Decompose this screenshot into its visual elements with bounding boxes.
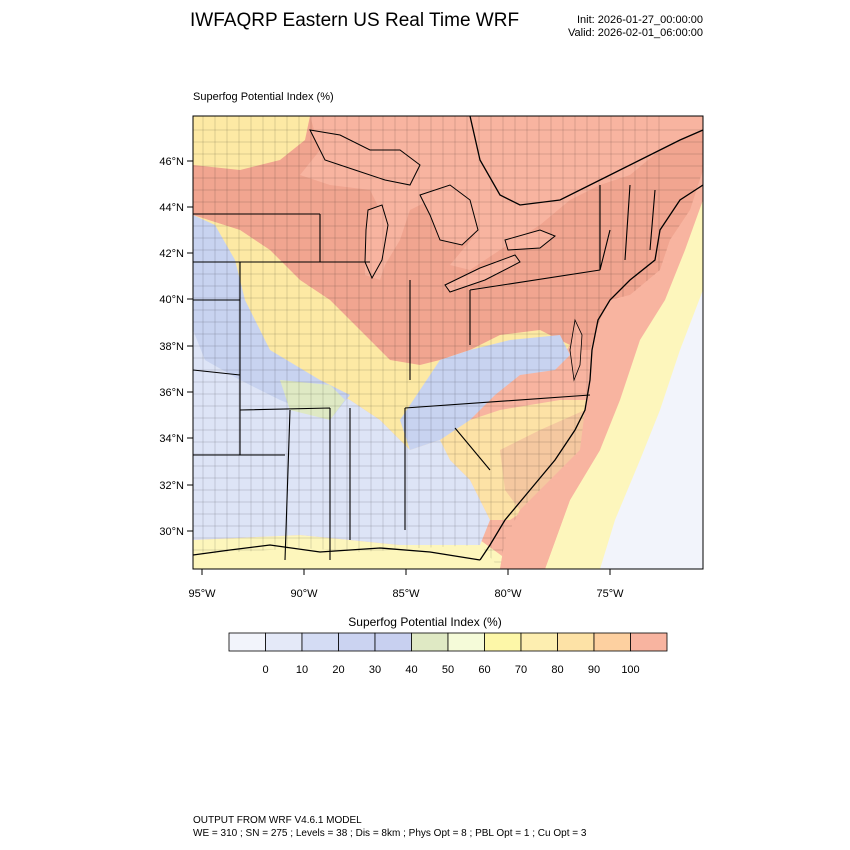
lake-ontario <box>504 229 556 251</box>
lon-label: 90°W <box>290 588 318 600</box>
appalachian-low <box>400 335 570 450</box>
colorbar-swatch <box>411 632 449 652</box>
colorbar-tick-label: 80 <box>551 664 563 676</box>
lat-label: 32°N <box>159 480 184 492</box>
map-field-label: Superfog Potential Index (%) <box>193 91 334 103</box>
valid-time: Valid: 2026-02-01_06:00:00 <box>568 27 703 39</box>
ohio-valley-green <box>280 380 345 420</box>
canada-high <box>470 116 703 215</box>
colorbar-swatch <box>557 632 595 652</box>
colorbar-tick-label: 90 <box>588 664 600 676</box>
colorbar-tick-label: 40 <box>405 664 417 676</box>
lat-label: 44°N <box>159 202 184 214</box>
west-blue-band <box>193 215 350 420</box>
county-grid <box>193 116 703 569</box>
colorbar-tick-label: 10 <box>296 664 308 676</box>
map-panel <box>193 116 703 569</box>
lon-label: 95°W <box>188 588 216 600</box>
lon-axis: 95°W 90°W 85°W 80°W 75°W <box>188 569 624 600</box>
colorbar-tick-label: 100 <box>621 664 639 676</box>
colorbar-swatch <box>447 632 485 652</box>
colorbar: 0 10 20 30 40 50 60 70 80 90 100 <box>228 632 668 676</box>
colorbar-tick-label: 70 <box>515 664 527 676</box>
lon-label: 85°W <box>392 588 420 600</box>
lat-label: 38°N <box>159 341 184 353</box>
colorbar-swatch <box>630 632 668 652</box>
carolina-high <box>500 410 585 510</box>
lat-label: 40°N <box>159 294 184 306</box>
lat-label: 46°N <box>159 156 184 168</box>
colorbar-tick-label: 60 <box>478 664 490 676</box>
colorbar-swatch <box>484 632 522 652</box>
colorbar-swatch <box>374 632 412 652</box>
atlantic-low-band <box>600 290 703 569</box>
colorbar-tick-label: 50 <box>442 664 454 676</box>
main-title: IWFAQRP Eastern US Real Time WRF <box>190 10 520 31</box>
coastlines <box>193 116 703 561</box>
map-frame <box>192 115 704 570</box>
chesapeake-bay <box>569 318 583 382</box>
init-time: Init: 2026-01-27_00:00:00 <box>577 14 703 26</box>
colorbar-swatch <box>593 632 631 652</box>
lake-huron <box>419 184 479 246</box>
footer-model: OUTPUT FROM WRF V4.6.1 MODEL <box>193 815 362 826</box>
lat-label: 36°N <box>159 387 184 399</box>
lake-superior <box>309 129 421 186</box>
colorbar-swatch <box>338 632 376 652</box>
colorbar-title: Superfog Potential Index (%) <box>348 615 502 629</box>
lat-label: 34°N <box>159 433 184 445</box>
lon-label: 75°W <box>596 588 624 600</box>
colorbar-swatch <box>265 632 303 652</box>
colorbar-tick-label: 20 <box>332 664 344 676</box>
lat-axis: 46°N 44°N 42°N 40°N 38°N 36°N 34°N 32°N … <box>159 156 193 538</box>
colorbar-swatch <box>520 632 558 652</box>
colorbar-tick-label: 30 <box>369 664 381 676</box>
lat-label: 42°N <box>159 248 184 260</box>
lon-label: 80°W <box>494 588 522 600</box>
footer-config: WE = 310 ; SN = 275 ; Levels = 38 ; Dis … <box>193 828 587 839</box>
gulf-stream-high <box>500 410 605 569</box>
state-borders <box>193 184 656 561</box>
colorbar-tick-label: 0 <box>262 664 268 676</box>
colorbar-swatch <box>228 632 266 652</box>
lat-label: 30°N <box>159 526 184 538</box>
colorbar-swatch <box>301 632 339 652</box>
upper-midwest-yellow <box>193 116 310 170</box>
